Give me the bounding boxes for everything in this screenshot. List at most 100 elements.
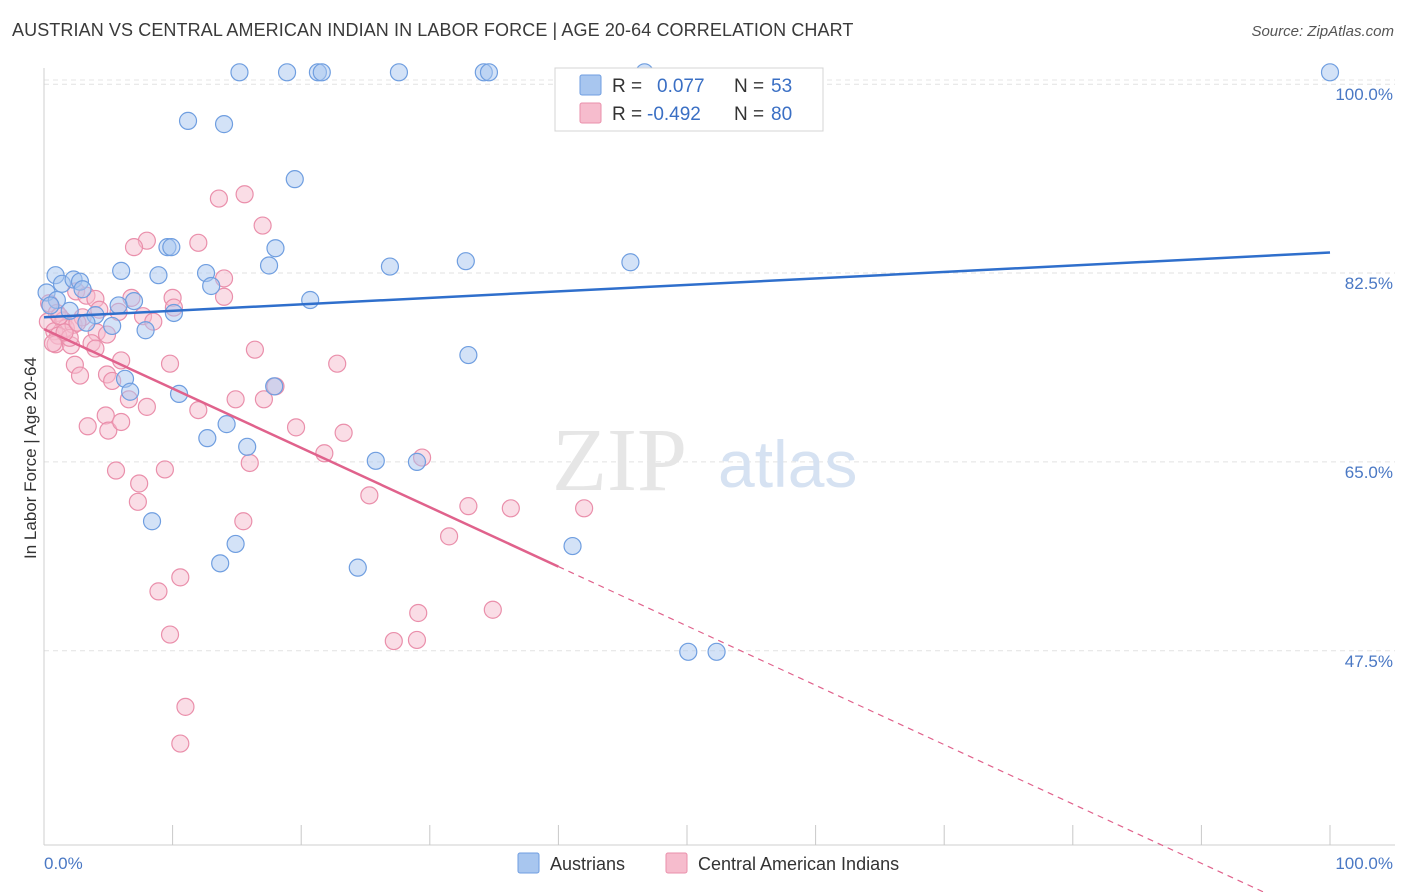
watermark-atlas: atlas — [718, 427, 857, 501]
legend-n-label: N = — [734, 76, 764, 97]
bottom-legend-swatch-central-american-indians — [665, 852, 688, 874]
data-point-austrians-19 — [259, 256, 279, 275]
x-tick-label-start: 0.0% — [44, 854, 83, 873]
data-point-austrians-17 — [149, 266, 168, 285]
data-point-central-american-indians-65 — [160, 625, 180, 644]
bottom-legend-swatch-austrians — [517, 852, 540, 874]
data-point-austrians-15 — [621, 253, 640, 272]
data-point-central-american-indians-48 — [240, 453, 259, 473]
data-point-austrians-6 — [479, 63, 499, 82]
data-point-austrians-11 — [285, 170, 304, 189]
data-point-central-american-indians-46 — [286, 418, 306, 437]
data-point-austrians-8 — [1320, 63, 1340, 82]
data-point-central-american-indians-44 — [112, 412, 131, 432]
data-point-austrians-3 — [312, 63, 331, 82]
data-point-austrians-31 — [124, 292, 144, 311]
data-point-central-american-indians-1 — [209, 189, 228, 208]
data-point-austrians-35 — [103, 316, 122, 336]
legend-swatch-central-american-indians — [579, 102, 602, 124]
data-point-austrians-52 — [211, 554, 230, 573]
legend-r-label: R = — [612, 104, 642, 125]
legend-n-value: 53 — [771, 76, 792, 97]
data-point-central-american-indians-45 — [78, 417, 97, 436]
data-point-austrians-38 — [301, 290, 320, 310]
data-point-central-american-indians-61 — [171, 568, 190, 587]
legend-swatch-austrians — [579, 74, 602, 96]
data-point-austrians-51 — [226, 534, 245, 554]
bottom-legend-label-austrians: Austrians — [550, 854, 625, 874]
data-point-austrians-30 — [41, 296, 60, 315]
bottom-legend-label-central-american-indians: Central American Indians — [698, 854, 899, 874]
data-point-austrians-0 — [230, 63, 249, 82]
data-point-austrians-50 — [142, 512, 162, 531]
data-point-central-american-indians-51 — [106, 461, 126, 480]
data-point-austrians-54 — [563, 536, 582, 556]
data-point-austrians-20 — [380, 257, 400, 276]
data-point-central-american-indians-63 — [409, 603, 428, 623]
data-point-central-american-indians-0 — [235, 185, 254, 204]
legend-n-value: 80 — [771, 104, 792, 125]
data-point-central-american-indians-52 — [155, 460, 174, 479]
data-point-austrians-53 — [348, 558, 367, 577]
tick-labels: 100.0% 82.5% 65.0% 47.5% 0.0% 100.0% — [44, 85, 1393, 873]
data-point-austrians-40 — [459, 345, 478, 365]
y-tick-label-3: 47.5% — [1345, 652, 1393, 671]
data-point-austrians-47 — [217, 415, 236, 434]
data-point-austrians-4 — [389, 63, 409, 82]
data-point-central-american-indians-40 — [226, 390, 245, 409]
data-point-austrians-22 — [202, 276, 221, 296]
data-point-central-american-indians-54 — [128, 492, 147, 511]
data-point-central-american-indians-68 — [176, 697, 195, 716]
data-point-central-american-indians-62 — [149, 582, 168, 601]
watermark: ZIP atlas — [552, 411, 857, 510]
data-points — [37, 63, 1340, 753]
data-point-austrians-49 — [407, 452, 427, 471]
data-point-central-american-indians-47 — [334, 423, 353, 442]
data-point-central-american-indians-4 — [124, 238, 144, 257]
data-point-austrians-32 — [109, 296, 128, 315]
data-point-austrians-45 — [198, 429, 217, 448]
data-point-central-american-indians-55 — [360, 486, 379, 505]
data-point-central-american-indians-36 — [70, 366, 90, 385]
trend-line-extension-central-american-indians — [558, 566, 1265, 892]
grid-lines — [44, 79, 1395, 652]
data-point-austrians-9 — [178, 111, 198, 130]
data-point-central-american-indians-34 — [245, 340, 265, 359]
data-point-central-american-indians-43 — [99, 421, 118, 440]
watermark-zip: ZIP — [552, 411, 687, 510]
data-point-central-american-indians-56 — [459, 497, 478, 516]
data-point-austrians-36 — [77, 313, 96, 332]
data-point-austrians-13 — [162, 238, 181, 257]
data-point-austrians-27 — [73, 280, 92, 299]
y-tick-label-0: 100.0% — [1335, 85, 1393, 104]
x-tick-label-end: 100.0% — [1335, 854, 1393, 873]
data-point-central-american-indians-64 — [483, 600, 502, 619]
y-tick-label-1: 82.5% — [1345, 274, 1393, 293]
data-point-austrians-43 — [121, 382, 140, 401]
data-point-central-american-indians-53 — [130, 474, 149, 493]
data-point-central-american-indians-69 — [171, 734, 190, 753]
data-point-central-american-indians-2 — [253, 216, 272, 235]
data-point-austrians-14 — [266, 239, 285, 258]
data-point-austrians-48 — [366, 451, 385, 470]
data-point-austrians-10 — [214, 115, 234, 134]
data-point-central-american-indians-11 — [214, 287, 234, 306]
axes — [43, 68, 1395, 846]
data-point-austrians-42 — [265, 377, 284, 396]
source-label: Source: ZipAtlas.com — [1251, 23, 1394, 40]
trend-lines — [43, 251, 1331, 892]
legend-r-value: 0.077 — [657, 76, 705, 97]
data-point-austrians-55 — [679, 642, 698, 661]
data-point-central-american-indians-35 — [328, 354, 347, 373]
trend-line-central-american-indians — [43, 328, 559, 568]
legend-box: R = 0.077 N = 53 R = -0.492 N = 80 — [554, 67, 824, 132]
data-point-austrians-1 — [277, 63, 297, 82]
data-point-austrians-37 — [136, 321, 155, 340]
data-point-central-american-indians-59 — [234, 512, 253, 531]
data-point-central-american-indians-38 — [137, 397, 156, 416]
legend-n-label: N = — [734, 104, 764, 125]
data-point-central-american-indians-57 — [501, 499, 520, 518]
bottom-legend: Austrians Central American Indians — [517, 852, 899, 874]
data-point-austrians-46 — [238, 437, 257, 456]
